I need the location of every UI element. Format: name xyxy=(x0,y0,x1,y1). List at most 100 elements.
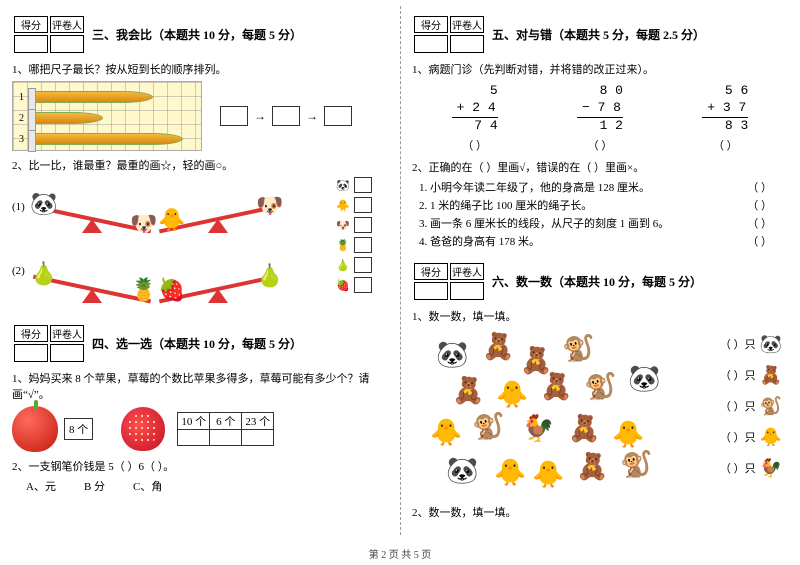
score-label: 得分 xyxy=(414,263,448,280)
row-tag-2: (2) xyxy=(12,265,25,277)
arith-3: 5 6 + 3 7 8 3 xyxy=(702,83,748,135)
s3-q2: 2、比一比，谁最重？最重的画☆，轻的画○。 xyxy=(12,157,388,173)
section4-header: 得分 评卷人 四、选一选（本题共 10 分，每题 5 分） xyxy=(12,323,388,364)
count-item-icon: 🐒 xyxy=(472,412,504,442)
choice-b: B 分 xyxy=(84,478,105,494)
count-item-icon: 🐒 xyxy=(562,334,594,364)
answer-box[interactable] xyxy=(354,237,372,253)
arith-a: 8 0 xyxy=(577,83,623,100)
panda-icon: 🐼 xyxy=(336,179,350,192)
s4-q1: 1、妈妈买来 8 个苹果，草莓的个数比苹果多得多，草莓可能有多少个？请画“√”。 xyxy=(12,370,388,402)
arith-a: 5 xyxy=(452,83,498,100)
scorebox-section6: 得分 评卷人 xyxy=(412,261,486,302)
section5-header: 得分 评卷人 五、对与错（本题共 5 分，每题 2.5 分） xyxy=(412,14,788,55)
count-blank[interactable]: （ ）只 xyxy=(720,398,756,414)
reviewer-cell[interactable] xyxy=(450,282,484,300)
page-footer: 第 2 页 共 5 页 xyxy=(0,546,800,561)
strawberry-icon: 🍓 xyxy=(158,277,185,303)
opt-check-1[interactable] xyxy=(178,430,210,446)
dog-icon: 🐶 xyxy=(256,193,283,219)
count-blank[interactable]: （ ）只 xyxy=(720,460,756,476)
count-item-icon: 🐥 xyxy=(532,460,564,490)
row-tag-1: (1) xyxy=(12,201,25,213)
ruler-2 xyxy=(33,112,103,124)
tf-blank[interactable]: （ ） xyxy=(747,215,772,231)
reviewer-label: 评卷人 xyxy=(450,16,484,33)
reviewer-label: 评卷人 xyxy=(50,325,84,342)
tf-blank[interactable]: （ ） xyxy=(747,233,772,249)
count-answer-rows: （ ）只🐼 （ ）只🧸 （ ）只🐒 （ ）只🐥 （ ）只🐓 xyxy=(720,334,782,479)
answer-box[interactable] xyxy=(354,277,372,293)
arith-b: − 7 8 xyxy=(577,100,623,118)
opt-6: 6 个 xyxy=(210,413,242,430)
true-false-list: 小明今年读二年级了，他的身高是 128 厘米。 （ ） 1 米的绳子比 100 厘… xyxy=(412,179,788,249)
monkey-icon: 🐒 xyxy=(760,396,782,417)
left-column: 得分 评卷人 三、我会比（本题共 10 分，每题 5 分） 1、哪把尺子最长？按… xyxy=(0,0,400,545)
seq-box-1[interactable] xyxy=(220,106,248,126)
tf-text: 小明今年读二年级了，他的身高是 128 厘米。 xyxy=(430,182,650,194)
count-blank[interactable]: （ ）只 xyxy=(720,367,756,383)
answer-box[interactable] xyxy=(354,217,372,233)
answer-box[interactable] xyxy=(354,197,372,213)
seq-box-3[interactable] xyxy=(324,106,352,126)
opt-23: 23 个 xyxy=(242,413,274,430)
paren-3[interactable]: （ ） xyxy=(713,137,738,153)
chick-icon: 🐥 xyxy=(336,199,350,212)
scorebox-section4: 得分 评卷人 xyxy=(12,323,86,364)
count-item-icon: 🧸 xyxy=(482,332,514,362)
paren-1[interactable]: （ ） xyxy=(462,137,487,153)
reviewer-cell[interactable] xyxy=(50,344,84,362)
answer-box[interactable] xyxy=(354,257,372,273)
count-item-icon: 🐼 xyxy=(628,364,660,394)
chick-icon: 🐥 xyxy=(158,207,185,233)
tf-text: 爸爸的身高有 178 米。 xyxy=(430,236,540,248)
choice-a: A、元 xyxy=(26,478,56,494)
s6-q1: 1、数一数，填一填。 xyxy=(412,308,788,324)
count-item-icon: 🧸 xyxy=(576,452,608,482)
count-blank[interactable]: （ ）只 xyxy=(720,336,756,352)
arith-b: + 2 4 xyxy=(452,100,498,118)
arith-b: + 3 7 xyxy=(702,100,748,118)
dog-icon: 🐶 xyxy=(130,211,157,237)
sequence-boxes: → → xyxy=(220,106,352,126)
seq-box-2[interactable] xyxy=(272,106,300,126)
dog-icon: 🐶 xyxy=(336,219,350,232)
panda-icon: 🐼 xyxy=(30,191,57,217)
reviewer-cell[interactable] xyxy=(450,35,484,53)
pear-icon: 🍐 xyxy=(30,261,57,287)
score-cell[interactable] xyxy=(414,282,448,300)
right-column: 得分 评卷人 五、对与错（本题共 5 分，每题 2.5 分） 1、病题门诊（先判… xyxy=(400,0,800,545)
pineapple-icon: 🍍 xyxy=(130,277,157,303)
tf-item: 画一条 6 厘米长的线段，从尺子的刻度 1 画到 6。 （ ） xyxy=(430,215,788,231)
score-label: 得分 xyxy=(414,16,448,33)
count-blank[interactable]: （ ）只 xyxy=(720,429,756,445)
tf-blank[interactable]: （ ） xyxy=(747,197,772,213)
scorebox-section3: 得分 评卷人 xyxy=(12,14,86,55)
arrow-icon: → xyxy=(254,109,266,124)
score-label: 得分 xyxy=(14,16,48,33)
section3-header: 得分 评卷人 三、我会比（本题共 10 分，每题 5 分） xyxy=(12,14,388,55)
score-cell[interactable] xyxy=(14,344,48,362)
ruler-figure: 1 2 3 xyxy=(12,81,202,151)
option-table: 10 个 6 个 23 个 xyxy=(177,412,274,446)
score-cell[interactable] xyxy=(14,35,48,53)
count-item-icon: 🐼 xyxy=(436,340,468,370)
score-cell[interactable] xyxy=(414,35,448,53)
answer-box[interactable] xyxy=(354,177,372,193)
tf-text: 画一条 6 厘米长的线段，从尺子的刻度 1 画到 6。 xyxy=(430,218,669,230)
paren-2[interactable]: （ ） xyxy=(588,137,613,153)
count-item-icon: 🧸 xyxy=(452,376,484,406)
s5-q2: 2、正确的在（ ）里画√，错误的在（ ）里画×。 xyxy=(412,159,788,175)
ruler-3 xyxy=(33,133,183,145)
s5-q1: 1、病题门诊（先判断对错，并将错的改正过来）。 xyxy=(412,61,788,77)
opt-check-3[interactable] xyxy=(242,430,274,446)
opt-check-2[interactable] xyxy=(210,430,242,446)
strawberry-icon: 🍓 xyxy=(336,279,350,292)
count-item-icon: 🐼 xyxy=(446,456,478,486)
tf-blank[interactable]: （ ） xyxy=(747,179,772,195)
count-item-icon: 🐥 xyxy=(430,418,462,448)
paren-row: （ ） （ ） （ ） xyxy=(412,137,788,153)
count-item-icon: 🐒 xyxy=(584,372,616,402)
tf-item: 1 米的绳子比 100 厘米的绳子长。（ ） xyxy=(430,197,788,213)
reviewer-cell[interactable] xyxy=(50,35,84,53)
